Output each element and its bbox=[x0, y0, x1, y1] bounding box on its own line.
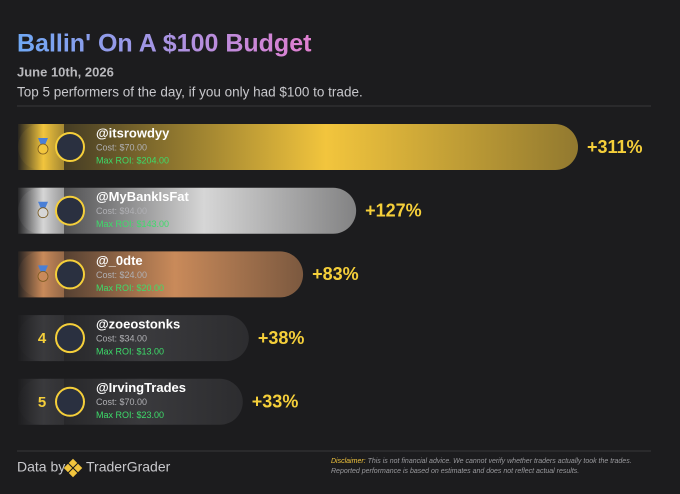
source: TraderGrader bbox=[86, 459, 171, 475]
bar bbox=[18, 251, 304, 298]
source-prefix: Data by bbox=[17, 459, 65, 475]
cost: Cost: $70.00 bbox=[96, 142, 147, 152]
medal-ribbon bbox=[38, 138, 48, 145]
handle: @MyBankIsFat bbox=[96, 189, 190, 204]
date: June 10th, 2026 bbox=[17, 64, 114, 79]
bar bbox=[18, 187, 357, 234]
value-label: +83% bbox=[312, 264, 359, 284]
rank-label: 4 bbox=[38, 330, 47, 347]
max-roi: Max ROI: $13.00 bbox=[96, 346, 164, 356]
title: Ballin' On A $100 Budget bbox=[17, 30, 312, 58]
cost: Cost: $24.00 bbox=[96, 270, 147, 280]
avatar bbox=[55, 132, 85, 162]
max-roi: Max ROI: $204.00 bbox=[96, 155, 169, 165]
logo bbox=[63, 458, 83, 478]
medal bbox=[37, 207, 49, 219]
avatar bbox=[55, 195, 85, 226]
medal-ribbon bbox=[38, 265, 48, 273]
medal bbox=[37, 143, 49, 155]
handle: @_0dte bbox=[96, 253, 143, 268]
bar bbox=[18, 124, 578, 170]
cost: Cost: $70.00 bbox=[96, 397, 147, 407]
max-roi: Max ROI: $23.00 bbox=[96, 410, 164, 420]
disclaimer-label: Disclaimer: bbox=[331, 458, 366, 465]
value-label: +38% bbox=[258, 328, 305, 348]
max-roi: Max ROI: $20.00 bbox=[96, 283, 164, 293]
subtitle: Top 5 performers of the day, if you only… bbox=[17, 85, 363, 100]
value-label: +33% bbox=[252, 392, 299, 412]
handle: @zoeostonks bbox=[96, 317, 180, 332]
cost: Cost: $34.00 bbox=[96, 333, 147, 343]
rank-label: 5 bbox=[38, 394, 46, 411]
cost: Cost: $94.00 bbox=[96, 206, 147, 216]
handle: @IrvingTrades bbox=[96, 380, 186, 395]
disclaimer: Disclaimer: This is not financial advice… bbox=[331, 457, 651, 477]
value-label: +311% bbox=[587, 137, 643, 157]
avatar bbox=[55, 323, 85, 354]
medal-ribbon bbox=[38, 201, 48, 209]
avatar bbox=[55, 386, 85, 417]
max-roi: Max ROI: $143.00 bbox=[96, 219, 169, 229]
avatar bbox=[55, 259, 85, 290]
medal bbox=[37, 270, 49, 282]
disclaimer-text: This is not financial advice. We cannot … bbox=[331, 458, 632, 475]
handle: @itsrowdyy bbox=[96, 125, 170, 140]
value-label: +127% bbox=[365, 200, 422, 220]
